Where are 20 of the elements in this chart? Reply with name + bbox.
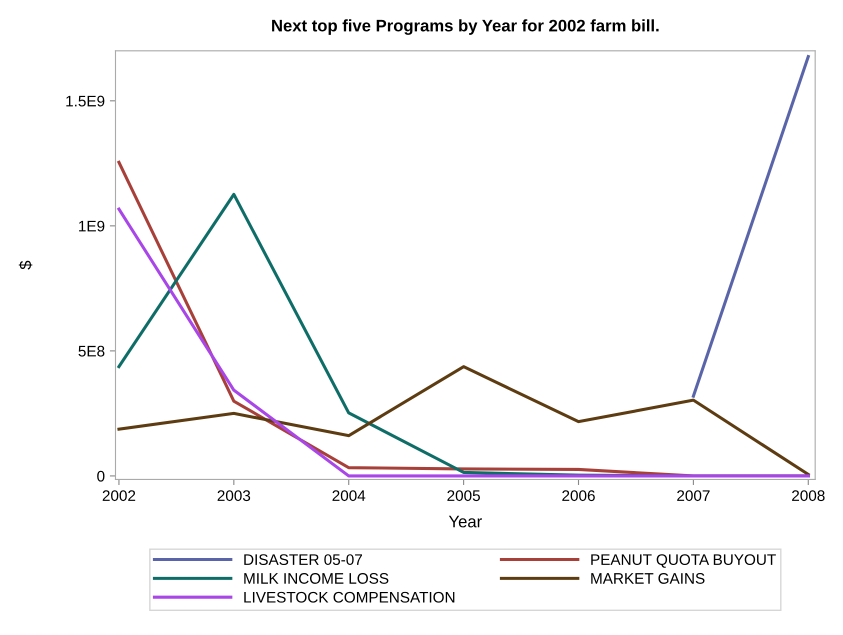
x-tick-label: 2007 xyxy=(677,490,710,502)
x-tick-label: 2005 xyxy=(447,490,480,502)
legend-label: PEANUT QUOTA BUYOUT xyxy=(591,554,776,568)
line-series xyxy=(117,365,810,476)
legend-label: MILK INCOME LOSS xyxy=(244,573,388,584)
chart-title: Next top five Programs by Year for 2002 farm bill. xyxy=(272,19,659,35)
x-tick-label: 2003 xyxy=(218,490,250,502)
legend-label: DISASTER 05-07 xyxy=(244,554,362,566)
x-tick-label: 2002 xyxy=(102,490,136,502)
y-tick-label: 1E9 xyxy=(79,220,104,232)
y-tick-label: 0 xyxy=(97,470,104,482)
y-tick-label: 1.5E9 xyxy=(66,96,104,106)
y-tick-label: 5E8 xyxy=(78,346,104,357)
legend-label: MARKET GAINS xyxy=(591,573,705,584)
y-axis-title: $ xyxy=(18,260,32,270)
legend-label: LIVESTOCK COMPENSATION xyxy=(244,592,454,603)
x-tick-label: 2004 xyxy=(332,490,366,502)
x-axis-title: Year xyxy=(448,516,482,528)
x-tick-label: 2006 xyxy=(562,490,595,502)
x-tick-label: 2008 xyxy=(792,490,825,502)
